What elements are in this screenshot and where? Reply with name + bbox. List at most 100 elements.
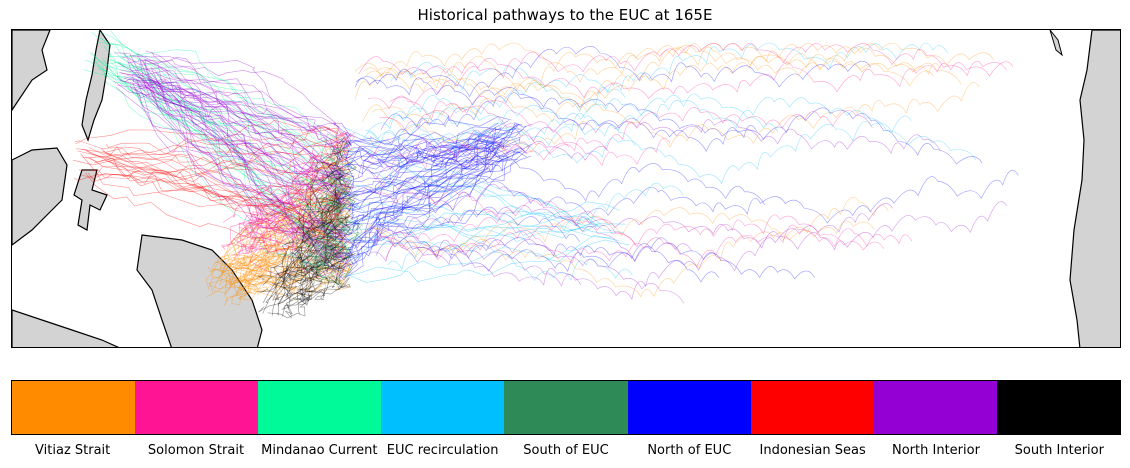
particle-track [239, 224, 340, 291]
particle-track [107, 160, 343, 239]
particle-track [247, 132, 355, 221]
particle-track [238, 166, 341, 232]
particle-track [126, 74, 347, 205]
particle-track [94, 157, 337, 196]
particle-track [143, 60, 338, 259]
particle-track [254, 219, 340, 243]
particle-track [323, 133, 349, 279]
particle-track [85, 156, 336, 250]
particle-track [218, 179, 350, 279]
particle-track [236, 187, 352, 295]
particle-track [96, 41, 346, 173]
particle-track [221, 149, 351, 250]
particle-track [354, 203, 625, 233]
baja-land [1049, 30, 1063, 57]
particle-track [228, 252, 347, 287]
particle-track [313, 148, 353, 253]
legend-label-south-interior: South Interior [1014, 443, 1104, 458]
particle-track [354, 230, 815, 280]
pathways-map [11, 29, 1121, 348]
particle-track [360, 119, 941, 181]
north-america-land [1069, 30, 1120, 347]
particle-track [132, 73, 349, 183]
particle-track [246, 206, 355, 280]
particle-track [276, 243, 352, 273]
particle-track [80, 153, 340, 217]
particle-track [249, 195, 352, 237]
particle-track [363, 112, 636, 146]
particle-track [355, 46, 871, 98]
particle-track [364, 42, 934, 87]
particle-track [340, 126, 497, 243]
particle-track [221, 245, 348, 281]
particle-track [262, 193, 357, 286]
particle-track [132, 55, 346, 211]
particle-track [369, 164, 684, 232]
particle-track [150, 66, 347, 175]
particle-track [355, 77, 983, 165]
particle-track [74, 140, 353, 244]
particle-track [124, 53, 345, 281]
particle-track [248, 132, 356, 253]
particle-track [348, 145, 527, 174]
particle-track [113, 80, 348, 279]
particle-track [251, 138, 347, 239]
legend-label-indonesian-seas: Indonesian Seas [759, 443, 866, 458]
particle-track [340, 125, 599, 227]
particle-track [211, 168, 351, 271]
particle-track [82, 69, 346, 219]
particle-track [305, 187, 350, 276]
particle-track [272, 277, 350, 306]
particle-track [98, 59, 340, 228]
particle-track [110, 30, 335, 149]
particle-track [142, 82, 350, 193]
sulawesi-land [73, 169, 108, 231]
particle-track [228, 160, 344, 291]
legend-label-mindanao: Mindanao Current [261, 443, 378, 458]
particle-track [124, 78, 345, 137]
particle-track [208, 197, 351, 288]
particle-track [285, 150, 342, 299]
particle-track [227, 157, 348, 283]
particle-track [313, 251, 352, 281]
particle-track [142, 59, 348, 184]
particle-track [222, 203, 350, 252]
asia-mainland-land [12, 30, 51, 112]
particle-track [105, 56, 341, 209]
legend-swatch-solomon [135, 381, 259, 434]
particle-track [354, 42, 994, 106]
particle-track [362, 44, 962, 125]
legend-labels: Vitiaz Strait Solomon Strait Mindanao Cu… [11, 443, 1121, 458]
particle-track [276, 229, 354, 302]
particle-track [107, 128, 346, 156]
legend-label-solomon: Solomon Strait [147, 443, 245, 458]
particle-track [242, 150, 350, 233]
particle-track [230, 132, 346, 299]
particle-track [341, 144, 511, 167]
particle-track [234, 259, 351, 286]
particle-track [229, 235, 344, 269]
particle-track [80, 173, 350, 207]
particle-track [119, 61, 353, 235]
particle-track [275, 136, 357, 301]
particle-track [272, 173, 352, 316]
particle-track [243, 228, 348, 269]
particle-track [345, 213, 608, 258]
particle-track [88, 51, 347, 263]
particle-track [365, 196, 889, 258]
particle-track [324, 219, 364, 257]
particle-track [293, 230, 347, 268]
particle-track [225, 214, 351, 272]
particle-track [206, 228, 333, 291]
particle-track [133, 88, 353, 236]
particle-track [217, 201, 347, 266]
particle-track [282, 191, 351, 283]
particle-track [344, 148, 509, 279]
particle-track [241, 205, 343, 293]
particle-track [78, 160, 350, 183]
particle-track [326, 199, 346, 268]
particle-track [136, 86, 343, 185]
particle-track [212, 269, 342, 295]
particle-track [282, 196, 343, 283]
particle-track [235, 219, 345, 255]
